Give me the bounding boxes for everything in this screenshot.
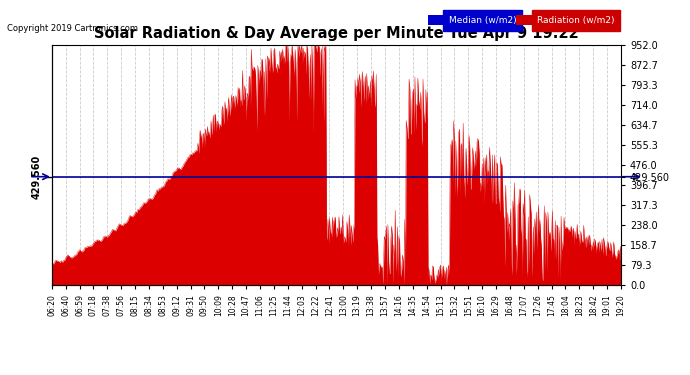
Text: Copyright 2019 Cartronics.com: Copyright 2019 Cartronics.com	[7, 24, 138, 33]
Title: Solar Radiation & Day Average per Minute Tue Apr 9 19:22: Solar Radiation & Day Average per Minute…	[94, 26, 579, 41]
Legend: Median (w/m2), Radiation (w/m2): Median (w/m2), Radiation (w/m2)	[426, 13, 616, 27]
